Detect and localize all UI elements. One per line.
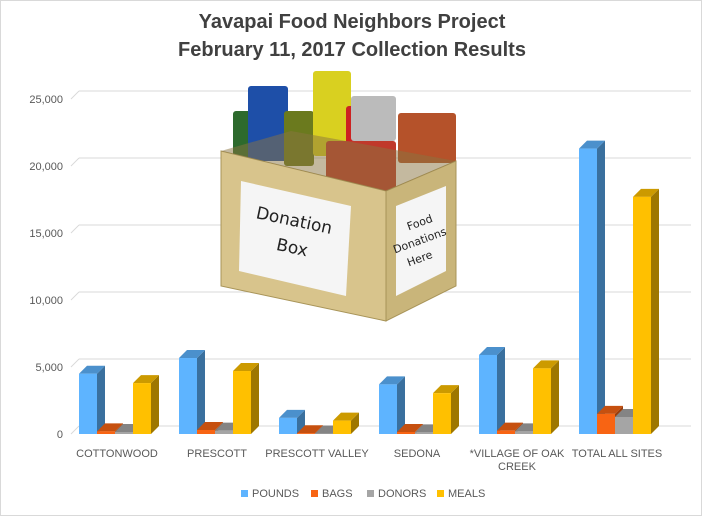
- bar-meals: [233, 371, 251, 434]
- y-tick-label: 25,000: [29, 94, 63, 106]
- bar-pounds: [579, 148, 597, 434]
- bar-top: [433, 385, 459, 394]
- bar-meals: [133, 383, 151, 434]
- chart-title: Yavapai Food Neighbors Project: [198, 11, 506, 33]
- bar-top: [297, 425, 323, 434]
- bar-top: [133, 375, 159, 384]
- bar-top: [97, 423, 123, 432]
- bar-side: [551, 360, 559, 434]
- legend-swatch: [311, 490, 318, 497]
- bar-top: [533, 360, 559, 369]
- bar-top: [233, 363, 259, 372]
- bar-side: [397, 376, 405, 434]
- bar-donors: [115, 431, 133, 434]
- gridline-side: [70, 90, 80, 100]
- bar-side: [451, 385, 459, 434]
- bar-top: [397, 423, 423, 432]
- x-tick-label: PRESCOTT VALLEY: [265, 448, 369, 460]
- bar-bags: [297, 433, 315, 434]
- x-tick-label: TOTAL ALL SITES: [572, 448, 662, 460]
- bar-donors: [315, 433, 333, 434]
- bar-pounds: [79, 373, 97, 434]
- y-tick-label: 0: [57, 429, 63, 441]
- bar-top: [279, 409, 305, 418]
- legend-label: MEALS: [448, 488, 485, 500]
- bar-top: [479, 346, 505, 355]
- legend-swatch: [367, 490, 374, 497]
- bar-top: [597, 405, 623, 414]
- legend-label: DONORS: [378, 488, 426, 500]
- gridline-side: [70, 157, 80, 167]
- bar-top: [179, 350, 205, 359]
- bar-bags: [597, 413, 615, 434]
- x-tick-label: SEDONA: [394, 448, 441, 460]
- bar-side: [251, 363, 259, 434]
- y-tick-label: 20,000: [29, 161, 63, 173]
- bar-side: [351, 412, 359, 434]
- legend-swatch: [437, 490, 444, 497]
- bar-side: [97, 365, 105, 434]
- bar-donors: [615, 416, 633, 434]
- y-tick-label: 10,000: [29, 295, 63, 307]
- bar-bags: [197, 429, 215, 434]
- y-tick-label: 15,000: [29, 228, 63, 240]
- x-tick-label: PRESCOTT: [187, 448, 247, 460]
- bar-meals: [633, 196, 651, 434]
- bar-top: [79, 365, 105, 374]
- gridline-side: [70, 224, 80, 234]
- bar-pounds: [179, 358, 197, 434]
- y-tick-label: 5,000: [35, 362, 63, 374]
- x-tick-label: COTTONWOOD: [76, 448, 158, 460]
- bar-donors: [515, 431, 533, 434]
- bar-bags: [497, 430, 515, 434]
- legend-label: BAGS: [322, 488, 353, 500]
- bar-top: [379, 376, 405, 385]
- bar-top: [633, 188, 659, 197]
- bar-top: [497, 422, 523, 431]
- bar-top: [333, 412, 359, 421]
- legend-label: POUNDS: [252, 488, 299, 500]
- bar-bags: [97, 431, 115, 434]
- bar-side: [497, 346, 505, 434]
- bar-top: [197, 421, 223, 430]
- bar-pounds: [279, 417, 297, 434]
- bar-side: [151, 375, 159, 434]
- bar-donors: [415, 432, 433, 434]
- bar-meals: [533, 368, 551, 434]
- gridline-side: [70, 291, 80, 301]
- bar-bags: [397, 431, 415, 434]
- bar-donors: [215, 430, 233, 434]
- gridline-side: [70, 425, 80, 435]
- bar-top: [579, 140, 605, 149]
- bar-side: [651, 188, 659, 434]
- bar-meals: [433, 393, 451, 434]
- bar-side: [597, 140, 605, 434]
- bar-pounds: [479, 354, 497, 434]
- bar-meals: [333, 420, 351, 434]
- gridline-side: [70, 358, 80, 368]
- bar-pounds: [379, 384, 397, 434]
- bar-side: [197, 350, 205, 434]
- x-tick-label: *VILLAGE OF OAK CREEK: [470, 448, 565, 473]
- chart-subtitle: February 11, 2017 Collection Results: [178, 39, 526, 61]
- legend-swatch: [241, 490, 248, 497]
